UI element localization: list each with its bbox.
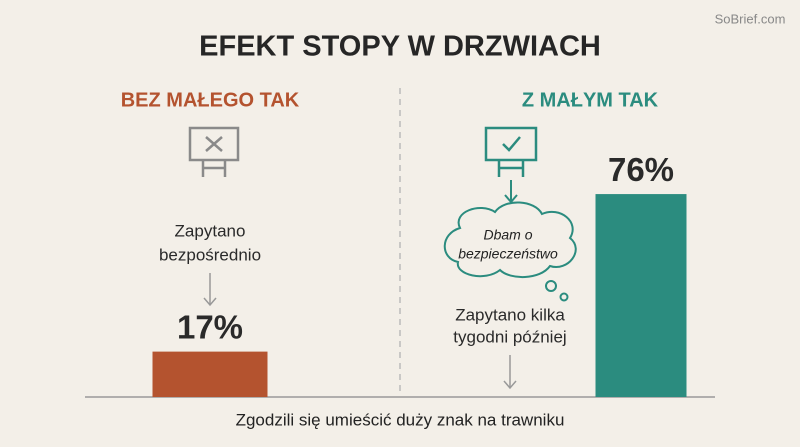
bar <box>152 351 268 397</box>
annotation: Zapytano kilka <box>455 305 565 324</box>
value-label: 17% <box>177 308 243 345</box>
annotation: bezpośrednio <box>159 245 261 264</box>
bar <box>595 194 687 397</box>
category-label: BEZ MAŁEGO TAK <box>121 89 300 111</box>
annotation: tygodni później <box>453 327 566 346</box>
thought-cloud <box>443 201 577 302</box>
category-label: Z MAŁYM TAK <box>522 89 659 111</box>
thought-text: Dbam o <box>483 227 532 243</box>
value-label: 76% <box>608 151 674 188</box>
thought-text: bezpieczeństwo <box>458 246 558 262</box>
chart-title: EFEKT STOPY W DRZWIACH <box>199 31 601 63</box>
sign-icon <box>484 126 538 177</box>
arrow <box>203 273 217 307</box>
x-axis-label: Zgodzili się umieścić duży znak na trawn… <box>236 410 565 429</box>
sign-icon <box>188 126 240 177</box>
annotation: Zapytano <box>175 221 246 240</box>
arrow <box>503 355 517 390</box>
watermark: SoBrief.com <box>715 11 786 26</box>
